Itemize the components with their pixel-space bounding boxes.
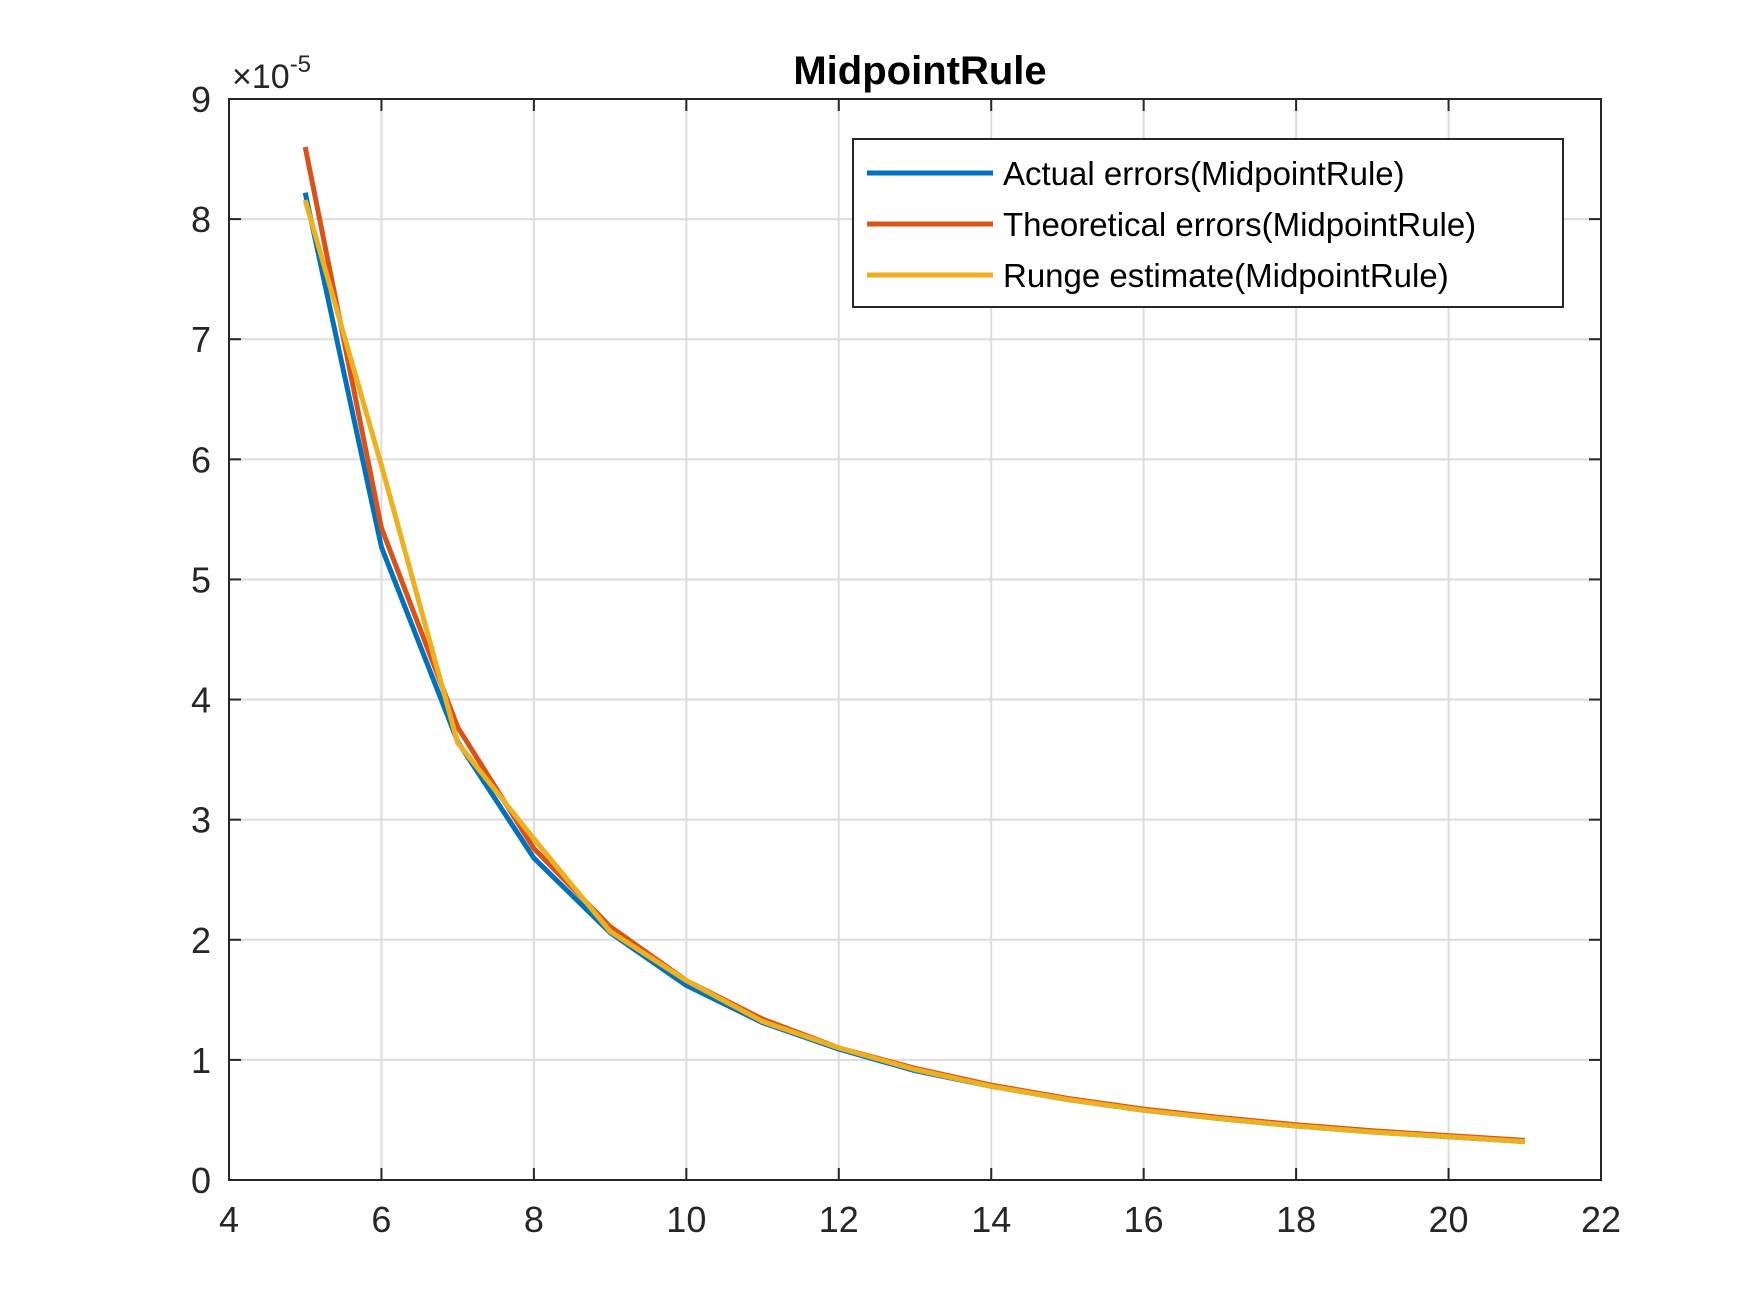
legend: Actual errors(MidpointRule) Theoretical e…: [852, 138, 1564, 308]
x-tick-label: 18: [1276, 1199, 1316, 1240]
y-tick-label: 1: [191, 1040, 211, 1081]
axes: [228, 98, 1602, 1181]
y-exponent-base: ×10: [232, 58, 290, 96]
chart-title: MidpointRule: [793, 49, 1046, 93]
y-tick-label: 8: [191, 199, 211, 240]
series-lines: [302, 146, 1525, 1145]
legend-label-1: Actual errors(MidpointRule): [1003, 155, 1405, 192]
y-tick-label: 6: [191, 439, 211, 480]
y-tick-label: 0: [191, 1160, 211, 1201]
y-tick-label: 5: [191, 559, 211, 600]
axes-box: [228, 98, 1602, 1181]
x-tick-label: 10: [666, 1199, 706, 1240]
y-tick-label: 9: [191, 79, 211, 120]
x-tick-label: 4: [219, 1199, 239, 1240]
x-tick-label: 12: [819, 1199, 859, 1240]
y-tick-label: 2: [191, 920, 211, 961]
y-tick-label: 3: [191, 800, 211, 841]
x-tick-label: 20: [1429, 1199, 1469, 1240]
y-axis-exponent: ×10-5: [232, 51, 311, 96]
series-line-3: [302, 199, 1525, 1145]
legend-label-3: Runge estimate(MidpointRule): [1003, 257, 1449, 294]
x-tick-label: 14: [971, 1199, 1011, 1240]
y-tick-label: 4: [191, 680, 211, 721]
x-tick-label: 8: [524, 1199, 544, 1240]
y-exponent-power: -5: [290, 51, 311, 78]
x-tick-label: 16: [1124, 1199, 1164, 1240]
x-tick-label: 22: [1581, 1199, 1621, 1240]
x-tick-label: 6: [371, 1199, 391, 1240]
y-tick-label: 7: [191, 319, 211, 360]
legend-label-2: Theoretical errors(MidpointRule): [1003, 206, 1476, 243]
